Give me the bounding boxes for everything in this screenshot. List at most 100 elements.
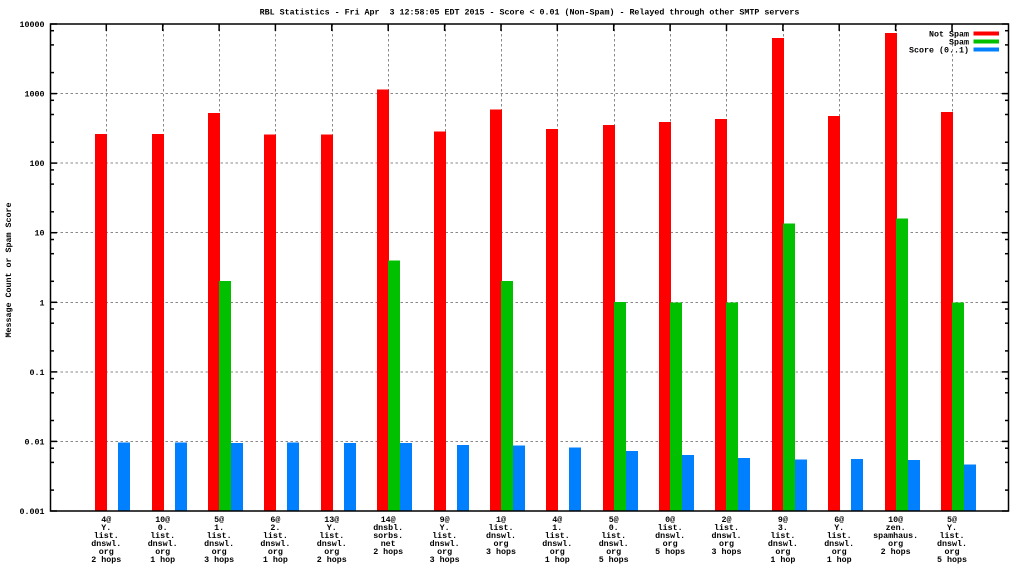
svg-text:dnswl.: dnswl.: [486, 531, 516, 541]
svg-text:list.: list.: [770, 531, 795, 541]
svg-text:5@: 5@: [947, 515, 957, 525]
svg-text:1000: 1000: [25, 90, 45, 100]
svg-text:org: org: [494, 539, 509, 549]
svg-text:org: org: [775, 547, 790, 557]
svg-text:10@: 10@: [155, 515, 170, 525]
svg-text:Spam: Spam: [949, 37, 969, 47]
svg-text:org: org: [212, 547, 227, 557]
svg-text:10000: 10000: [20, 20, 45, 30]
svg-text:org: org: [606, 547, 621, 557]
svg-text:3 hops: 3 hops: [430, 555, 460, 565]
svg-text:org: org: [550, 547, 565, 557]
svg-text:5@: 5@: [214, 515, 224, 525]
svg-text:1: 1: [40, 298, 45, 308]
svg-text:list.: list.: [263, 531, 288, 541]
svg-text:dnswl.: dnswl.: [542, 539, 572, 549]
svg-text:14@: 14@: [381, 515, 396, 525]
svg-text:1@: 1@: [496, 515, 506, 525]
svg-text:1 hop: 1 hop: [263, 555, 288, 565]
svg-text:Message Count or Spam Score: Message Count or Spam Score: [4, 203, 14, 338]
svg-text:13@: 13@: [324, 515, 339, 525]
svg-text:1.: 1.: [552, 523, 562, 533]
svg-text:4@: 4@: [101, 515, 111, 525]
svg-text:2 hops: 2 hops: [317, 555, 347, 565]
svg-text:dnswl.: dnswl.: [91, 539, 121, 549]
svg-text:3 hops: 3 hops: [204, 555, 234, 565]
svg-text:0@: 0@: [665, 515, 675, 525]
svg-text:4@: 4@: [552, 515, 562, 525]
svg-text:0.: 0.: [609, 523, 619, 533]
svg-text:org: org: [155, 547, 170, 557]
svg-text:10@: 10@: [888, 515, 903, 525]
svg-text:zen.: zen.: [886, 523, 906, 533]
svg-text:2@: 2@: [722, 515, 732, 525]
svg-text:2 hops: 2 hops: [881, 547, 911, 557]
svg-text:Not Spam: Not Spam: [929, 29, 969, 39]
svg-text:dnswl.: dnswl.: [148, 539, 178, 549]
svg-text:0.: 0.: [158, 523, 168, 533]
svg-text:list.: list.: [545, 531, 570, 541]
svg-text:3 hops: 3 hops: [486, 547, 516, 557]
svg-text:1 hop: 1 hop: [150, 555, 175, 565]
svg-text:list.: list.: [432, 531, 457, 541]
svg-text:org: org: [719, 539, 734, 549]
svg-text:org: org: [945, 547, 960, 557]
svg-text:0.01: 0.01: [25, 437, 45, 447]
svg-text:Y.: Y.: [101, 523, 111, 533]
svg-text:2 hops: 2 hops: [373, 547, 403, 557]
svg-text:list.: list.: [658, 523, 683, 533]
svg-text:RBL Statistics - Fri Apr 3 12: RBL Statistics - Fri Apr 3 12:58:05 EDT …: [260, 8, 800, 18]
svg-text:org: org: [268, 547, 283, 557]
svg-text:list.: list.: [94, 531, 119, 541]
svg-text:2 hops: 2 hops: [91, 555, 121, 565]
svg-text:dnswl.: dnswl.: [204, 539, 234, 549]
svg-text:1 hop: 1 hop: [770, 555, 795, 565]
svg-text:Y.: Y.: [834, 523, 844, 533]
svg-text:dnswl.: dnswl.: [599, 539, 629, 549]
svg-text:spamhaus.: spamhaus.: [873, 531, 918, 541]
svg-text:list.: list.: [489, 523, 514, 533]
svg-text:6@: 6@: [834, 515, 844, 525]
svg-text:1 hop: 1 hop: [545, 555, 570, 565]
svg-text:list.: list.: [601, 531, 626, 541]
svg-text:5 hops: 5 hops: [655, 547, 685, 557]
svg-text:dnswl.: dnswl.: [655, 531, 685, 541]
svg-text:Y.: Y.: [327, 523, 337, 533]
svg-text:3.: 3.: [778, 523, 788, 533]
svg-text:dnswl.: dnswl.: [712, 531, 742, 541]
svg-text:org: org: [99, 547, 114, 557]
svg-text:net: net: [381, 539, 396, 549]
svg-text:list.: list.: [827, 531, 852, 541]
svg-text:org: org: [437, 547, 452, 557]
svg-text:list.: list.: [150, 531, 175, 541]
svg-text:sorbs.: sorbs.: [373, 531, 403, 541]
svg-text:9@: 9@: [778, 515, 788, 525]
svg-text:Score (0..1): Score (0..1): [909, 45, 969, 55]
svg-text:5 hops: 5 hops: [937, 555, 967, 565]
svg-text:dnsbl.: dnsbl.: [373, 523, 403, 533]
svg-text:1.: 1.: [214, 523, 224, 533]
svg-text:list.: list.: [714, 523, 739, 533]
svg-text:2.: 2.: [270, 523, 280, 533]
svg-text:100: 100: [30, 159, 45, 169]
svg-text:list.: list.: [319, 531, 344, 541]
svg-text:org: org: [888, 539, 903, 549]
svg-text:dnswl.: dnswl.: [937, 539, 967, 549]
svg-text:list.: list.: [940, 531, 965, 541]
svg-text:org: org: [324, 547, 339, 557]
svg-text:dnswl.: dnswl.: [430, 539, 460, 549]
svg-text:list.: list.: [207, 531, 232, 541]
svg-text:dnswl.: dnswl.: [260, 539, 290, 549]
svg-text:3 hops: 3 hops: [712, 547, 742, 557]
svg-text:10: 10: [35, 229, 45, 239]
svg-text:9@: 9@: [440, 515, 450, 525]
svg-text:6@: 6@: [270, 515, 280, 525]
svg-text:5@: 5@: [609, 515, 619, 525]
svg-text:dnswl.: dnswl.: [824, 539, 854, 549]
svg-text:dnswl.: dnswl.: [317, 539, 347, 549]
svg-text:Y.: Y.: [440, 523, 450, 533]
svg-text:Y.: Y.: [947, 523, 957, 533]
svg-text:0.1: 0.1: [30, 368, 45, 378]
svg-text:5 hops: 5 hops: [599, 555, 629, 565]
svg-text:1 hop: 1 hop: [827, 555, 852, 565]
